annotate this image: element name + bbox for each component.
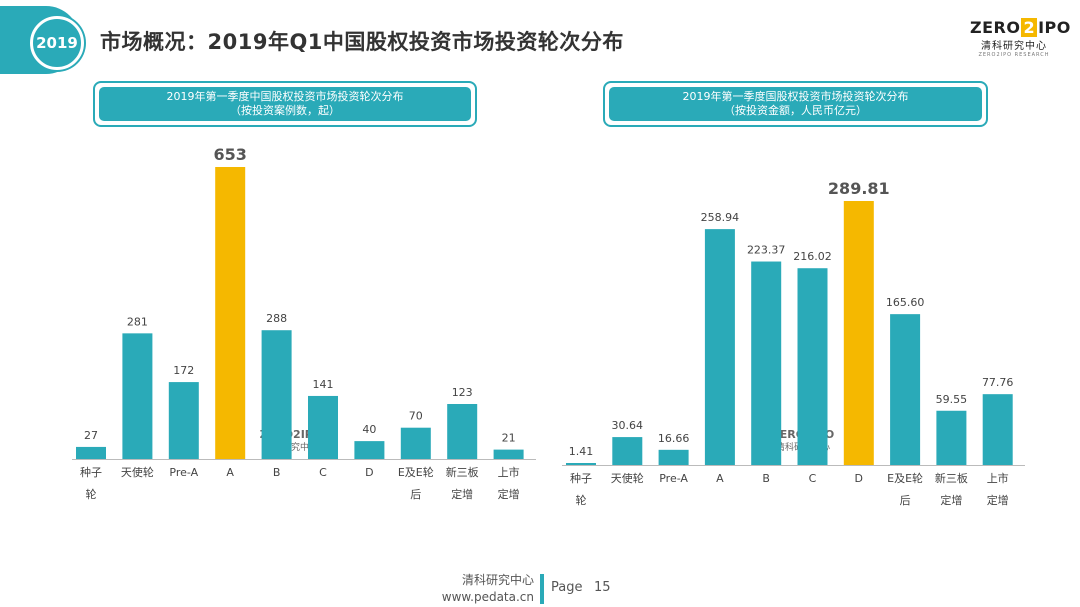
bar-0-0 [76,446,106,459]
category-label-0-0-1: 轮 [86,487,97,501]
category-label-0-4-0: B [273,466,281,479]
category-label-0-3-0: A [226,466,234,479]
chart-header-left: 2019年第一季度中国股权投资市场投资轮次分布 （按投资案例数，起） [93,81,477,127]
data-label-1-5: 216.02 [793,250,832,263]
data-label-1-2: 16.66 [658,432,690,445]
bar-1-9 [982,394,1013,465]
category-label-0-8-0: 新三板 [446,465,479,479]
data-label-1-0: 1.41 [569,445,594,458]
footer-url[interactable]: www.pedata.cn [441,590,534,604]
data-label-0-7: 70 [409,410,423,423]
data-label-0-0: 27 [84,429,98,442]
data-label-0-5: 141 [313,378,334,391]
logo-subtitle: 清科研究中心 [981,41,1047,52]
bar-1-2 [658,449,689,465]
category-label-1-9-1: 定增 [987,493,1009,507]
data-label-0-8: 123 [452,386,473,399]
bar-0-7 [400,427,431,459]
data-label-0-2: 172 [173,364,194,377]
data-label-1-6: 289.81 [828,179,890,198]
category-label-0-9-0: 上市 [498,465,520,479]
category-label-1-8-0: 新三板 [935,471,968,485]
year-circle: 2019 [30,16,84,70]
bar-1-8 [936,410,967,465]
bar-0-3 [215,167,246,459]
page-title: 市场概况：2019年Q1中国股权投资市场投资轮次分布 [100,30,624,54]
bar-0-9 [493,449,524,459]
bar-0-2 [168,382,199,459]
category-label-0-6-0: D [365,466,373,479]
category-label-1-2-0: Pre-A [659,472,688,485]
bar-0-4 [261,330,292,459]
category-label-0-2-0: Pre-A [169,466,198,479]
data-label-0-6: 40 [362,423,376,436]
chart-title-right: 2019年第一季度国股权投资市场投资轮次分布 [682,90,909,103]
bar-0-8 [447,403,478,459]
category-label-1-7-1: 后 [900,494,911,507]
footer-divider [540,574,544,604]
logo-brand: ZERO 2 IPO [970,18,1071,37]
footer-page-number: 15 [594,580,611,595]
footer-org: 清科研究中心 www.pedata.cn [440,572,534,606]
data-label-0-9: 21 [502,432,516,445]
category-label-1-4-0: B [762,472,770,485]
bar-1-0 [566,463,596,465]
bar-1-1 [612,437,643,465]
category-label-0-9-1: 定增 [498,487,520,501]
bar-0-6 [354,441,385,459]
data-label-1-1: 30.64 [612,419,644,432]
data-label-1-8: 59.55 [936,393,968,406]
category-label-1-7-0: E及E轮 [887,471,923,485]
chart-title-left: 2019年第一季度中国股权投资市场投资轮次分布 [166,90,404,103]
chart-subtitle-right: （按投资金额，人民币亿元） [724,104,867,117]
category-label-1-3-0: A [716,472,724,485]
bar-1-5 [797,268,828,465]
chart-subtitle-left: （按投资案例数，起） [230,104,340,117]
category-label-1-0-0: 种子 [570,471,592,485]
data-label-1-3: 258.94 [701,211,740,224]
logo: ZERO 2 IPO 清科研究中心 ZERO2IPO RESEARCH [970,18,1071,58]
category-label-1-5-0: C [809,472,817,485]
bar-1-7 [890,314,921,465]
category-label-1-0-1: 轮 [576,493,587,507]
bar-1-3 [704,229,735,465]
data-label-1-7: 165.60 [886,296,925,309]
category-label-0-8-1: 定增 [451,487,473,501]
category-label-0-7-0: E及E轮 [398,465,434,479]
data-label-0-4: 288 [266,312,287,325]
bar-0-5 [308,395,338,459]
data-label-1-9: 77.76 [982,376,1014,389]
category-label-0-5-0: C [319,466,327,479]
category-label-1-6-0: D [855,472,863,485]
bar-0-1 [122,333,153,459]
category-label-1-1-0: 天使轮 [611,471,644,485]
category-label-1-9-0: 上市 [987,471,1009,485]
chart-header-right: 2019年第一季度国股权投资市场投资轮次分布 （按投资金额，人民币亿元） [603,81,988,127]
category-label-0-0-0: 种子 [80,465,102,479]
data-label-1-4: 223.37 [747,244,786,257]
bar-1-4 [751,261,782,465]
footer-page-label: Page [551,580,583,595]
category-label-0-1-0: 天使轮 [121,465,154,479]
footer-org-name: 清科研究中心 [461,573,534,587]
bar-1-6 [843,201,874,465]
logo-tagline: ZERO2IPO RESEARCH [978,52,1050,58]
category-label-1-8-1: 定增 [940,493,962,507]
category-label-0-7-1: 后 [410,488,421,501]
data-label-0-1: 281 [127,315,148,328]
data-label-0-3: 653 [213,145,246,164]
